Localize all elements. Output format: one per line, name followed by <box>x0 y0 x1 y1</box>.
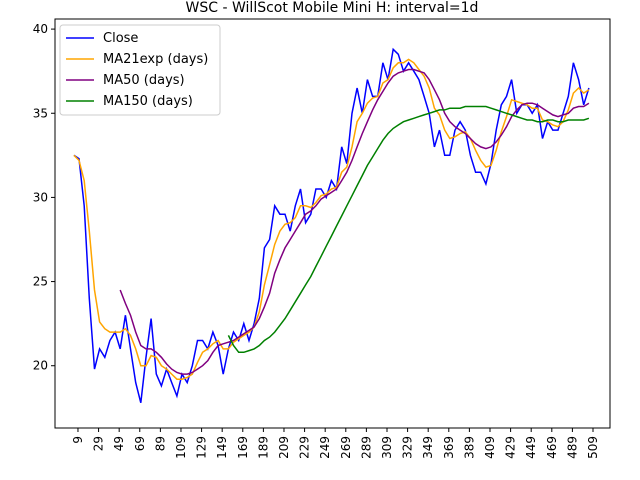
chart-title: WSC - WillScot Mobile Mini H: interval=1… <box>186 0 479 16</box>
x-tick-label: 269 <box>339 436 353 459</box>
legend-label: Close <box>103 31 138 46</box>
x-tick-label: 69 <box>133 436 147 451</box>
x-tick-label: 509 <box>586 436 600 459</box>
plot-frame <box>54 18 611 429</box>
x-tick-label: 409 <box>483 436 497 459</box>
x-tick-label: 149 <box>215 436 229 459</box>
x-tick-label: 469 <box>545 436 559 459</box>
y-tick-label: 20 <box>33 359 48 373</box>
x-tick-label: 249 <box>318 436 332 459</box>
x-tick-label: 49 <box>112 436 126 451</box>
y-tick-label: 40 <box>33 22 48 36</box>
x-tick-label: 349 <box>421 436 435 459</box>
y-tick-label: 25 <box>33 275 48 289</box>
x-tick-label: 9 <box>71 436 85 444</box>
line-series <box>119 68 590 375</box>
x-tick-label: 329 <box>401 436 415 459</box>
x-tick-label: 289 <box>359 436 373 459</box>
x-tick-label: 169 <box>236 436 250 459</box>
x-tick-label: 449 <box>524 436 538 459</box>
x-tick-label: 369 <box>442 436 456 459</box>
line-series <box>73 58 590 380</box>
x-tick-label: 309 <box>380 436 394 459</box>
x-tick-label: 489 <box>565 436 579 459</box>
x-tick-label: 89 <box>153 436 167 451</box>
legend-label: MA150 (days) <box>103 94 193 109</box>
x-tick-label: 129 <box>195 436 209 459</box>
x-tick-label: 389 <box>462 436 476 459</box>
x-tick-label: 209 <box>277 436 291 459</box>
line-series <box>73 47 590 403</box>
x-tick-label: 229 <box>298 436 312 459</box>
x-tick-label: 29 <box>92 436 106 451</box>
legend: Close MA21exp (days) MA50 (days) MA150 (day… <box>59 24 221 116</box>
line-series <box>227 105 590 354</box>
legend-label: MA21exp (days) <box>103 52 208 67</box>
x-tick-label: 429 <box>504 436 518 459</box>
y-tick-label: 35 <box>33 106 48 120</box>
legend-label: MA50 (days) <box>103 73 185 88</box>
y-tick-label: 30 <box>33 190 48 204</box>
legend-box <box>59 24 221 116</box>
x-tick-label: 189 <box>256 436 270 459</box>
x-tick-label: 109 <box>174 436 188 459</box>
